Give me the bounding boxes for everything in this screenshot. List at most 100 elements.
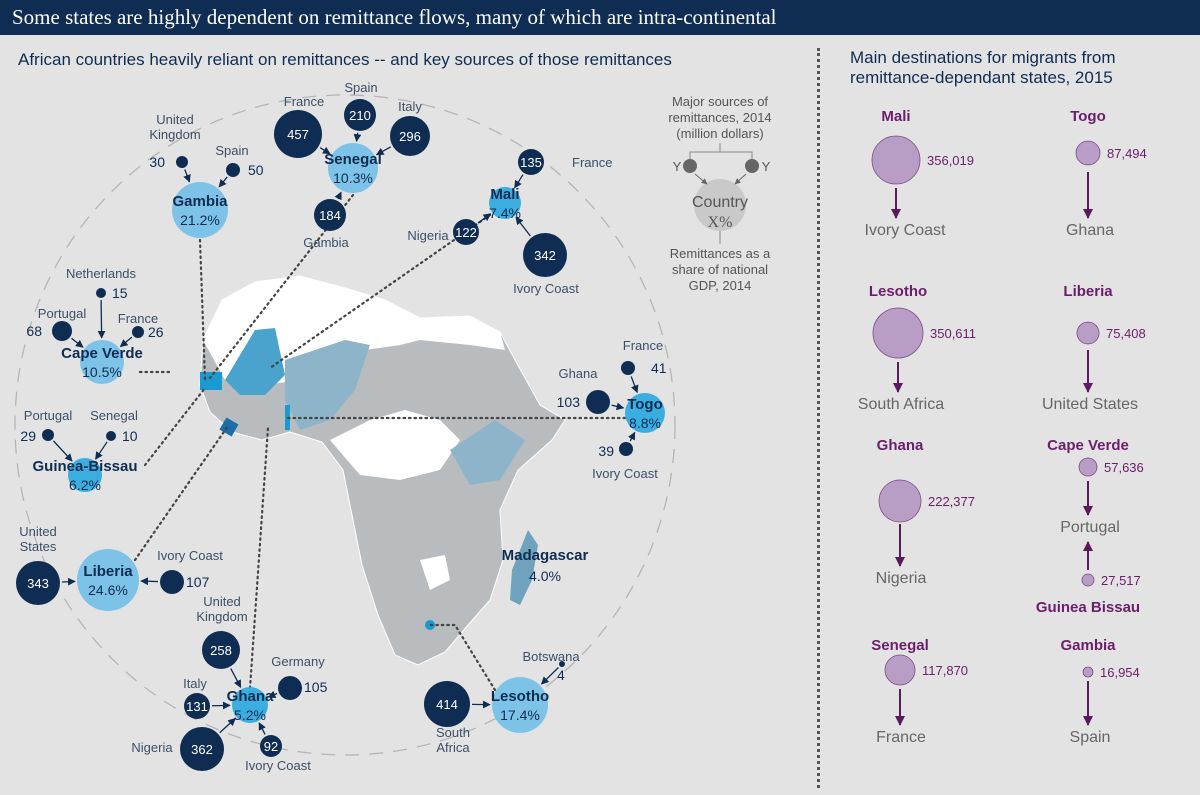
country-bubble xyxy=(172,182,228,238)
source-value: 414 xyxy=(436,697,458,712)
country-name: Liberia xyxy=(83,563,133,580)
legend-pct: X% xyxy=(708,214,733,231)
source-arrow xyxy=(94,441,108,460)
source-arrow xyxy=(97,299,106,339)
source-value: 41 xyxy=(651,360,667,376)
migration-destinations: Mali 356,019 Ivory Coast Togo 87,494 Ghana Les… xyxy=(858,108,1147,746)
source-name: Spain xyxy=(344,80,377,95)
source-value: 210 xyxy=(349,108,371,123)
migrant-count: 117,870 xyxy=(922,663,968,678)
source-name: Spain xyxy=(215,143,248,158)
source-bubble xyxy=(184,693,210,719)
origin-name: Liberia xyxy=(1063,283,1113,300)
country-pct: 10.3% xyxy=(333,170,373,186)
source-bubble xyxy=(344,99,376,131)
source-bubble xyxy=(278,676,302,700)
country-name: Mali xyxy=(490,186,519,203)
right-title-line: remittance-dependant states, 2015 xyxy=(850,68,1113,87)
source-value: 39 xyxy=(598,443,614,459)
destination-name: Ghana xyxy=(1066,222,1114,239)
migrant-count: 75,408 xyxy=(1106,326,1146,341)
country-name: Cape Verde xyxy=(61,345,143,362)
legend-bracket xyxy=(689,143,753,160)
source-value: 457 xyxy=(287,127,309,142)
source-value: 122 xyxy=(455,225,477,240)
migrant-bubble xyxy=(1082,666,1094,678)
migrant-bubble xyxy=(878,479,922,523)
source-value: 362 xyxy=(191,742,213,757)
source-arrow xyxy=(514,174,524,189)
country-pct: 5.2% xyxy=(234,707,266,723)
source-arrow xyxy=(230,668,242,688)
source-bubble xyxy=(106,431,116,441)
source-bubble xyxy=(180,727,224,771)
source-name: South Africa xyxy=(436,725,470,755)
west-africa-blue xyxy=(225,328,285,395)
legend-caption: share of national xyxy=(672,262,768,277)
source-name: France xyxy=(118,311,158,326)
origin-name: Ghana xyxy=(877,437,924,454)
source-bubble xyxy=(453,219,479,245)
legend-title: (million dollars) xyxy=(676,126,763,141)
source-arrow xyxy=(71,337,84,348)
origin-name: Guinea Bissau xyxy=(1036,599,1140,616)
source-value: 343 xyxy=(27,576,49,591)
legend-title: Major sources of xyxy=(672,94,768,109)
source-arrow xyxy=(119,336,133,348)
country-name: Lesotho xyxy=(491,688,549,705)
source-value: 184 xyxy=(319,208,341,223)
country-bubble xyxy=(68,458,102,492)
country-bubble xyxy=(489,187,521,219)
migrant-count: 350,611 xyxy=(930,326,976,341)
source-bubble xyxy=(390,116,430,156)
destination-name: South Africa xyxy=(858,396,944,413)
legend-caption: Remittances as a xyxy=(670,246,771,261)
source-name: Botswana xyxy=(522,649,580,664)
source-bubble xyxy=(260,735,282,757)
destination-name: Portugal xyxy=(1060,519,1120,536)
source-arrow xyxy=(375,146,392,156)
destination-name: Nigeria xyxy=(876,570,927,587)
source-name: Ivory Coast xyxy=(157,548,223,563)
destination-name: United States xyxy=(1042,396,1138,413)
country-name: Gambia xyxy=(172,193,228,210)
leader-line xyxy=(198,238,207,382)
source-value: 30 xyxy=(149,154,165,170)
orbit-ring xyxy=(14,94,676,756)
source-value: 4 xyxy=(557,667,565,683)
source-value: 15 xyxy=(112,285,128,301)
madagascar-shape xyxy=(510,530,538,605)
source-arrow xyxy=(267,690,278,699)
country-bubble xyxy=(492,677,548,733)
right-panel-title: Main destinations for migrants from remi… xyxy=(850,48,1190,88)
source-name: Netherlands xyxy=(66,266,137,281)
migrant-bubble xyxy=(884,654,916,686)
country-name: Senegal xyxy=(324,151,382,168)
source-value: 50 xyxy=(248,162,264,178)
source-name: United Kingdom xyxy=(196,594,247,624)
source-name: United States xyxy=(19,524,57,554)
source-value: 107 xyxy=(186,574,210,590)
source-name: Ghana xyxy=(558,366,598,381)
destination-name: France xyxy=(876,729,926,746)
source-bubble xyxy=(160,570,184,594)
southern-africa-white xyxy=(420,555,450,590)
destination-name: Ivory Coast xyxy=(865,222,946,239)
source-value: 68 xyxy=(26,323,42,339)
legend-arrow xyxy=(694,173,708,185)
country-name: Ghana xyxy=(227,688,274,705)
source-value: 135 xyxy=(520,155,542,170)
leader-line xyxy=(268,213,492,370)
source-bubble xyxy=(96,288,106,298)
africa-map xyxy=(199,275,566,666)
source-value: 103 xyxy=(557,394,581,410)
migrant-bubble xyxy=(1076,321,1100,345)
legend-title: remittances, 2014 xyxy=(668,110,771,125)
source-name: France xyxy=(284,94,324,109)
leader-line xyxy=(428,623,497,692)
migrant-count: 57,636 xyxy=(1104,460,1144,475)
source-name: Ivory Coast xyxy=(245,758,311,773)
legend-arrow xyxy=(734,173,747,185)
country-pct: 17.4% xyxy=(500,707,540,723)
legend-source-dot xyxy=(745,159,759,173)
